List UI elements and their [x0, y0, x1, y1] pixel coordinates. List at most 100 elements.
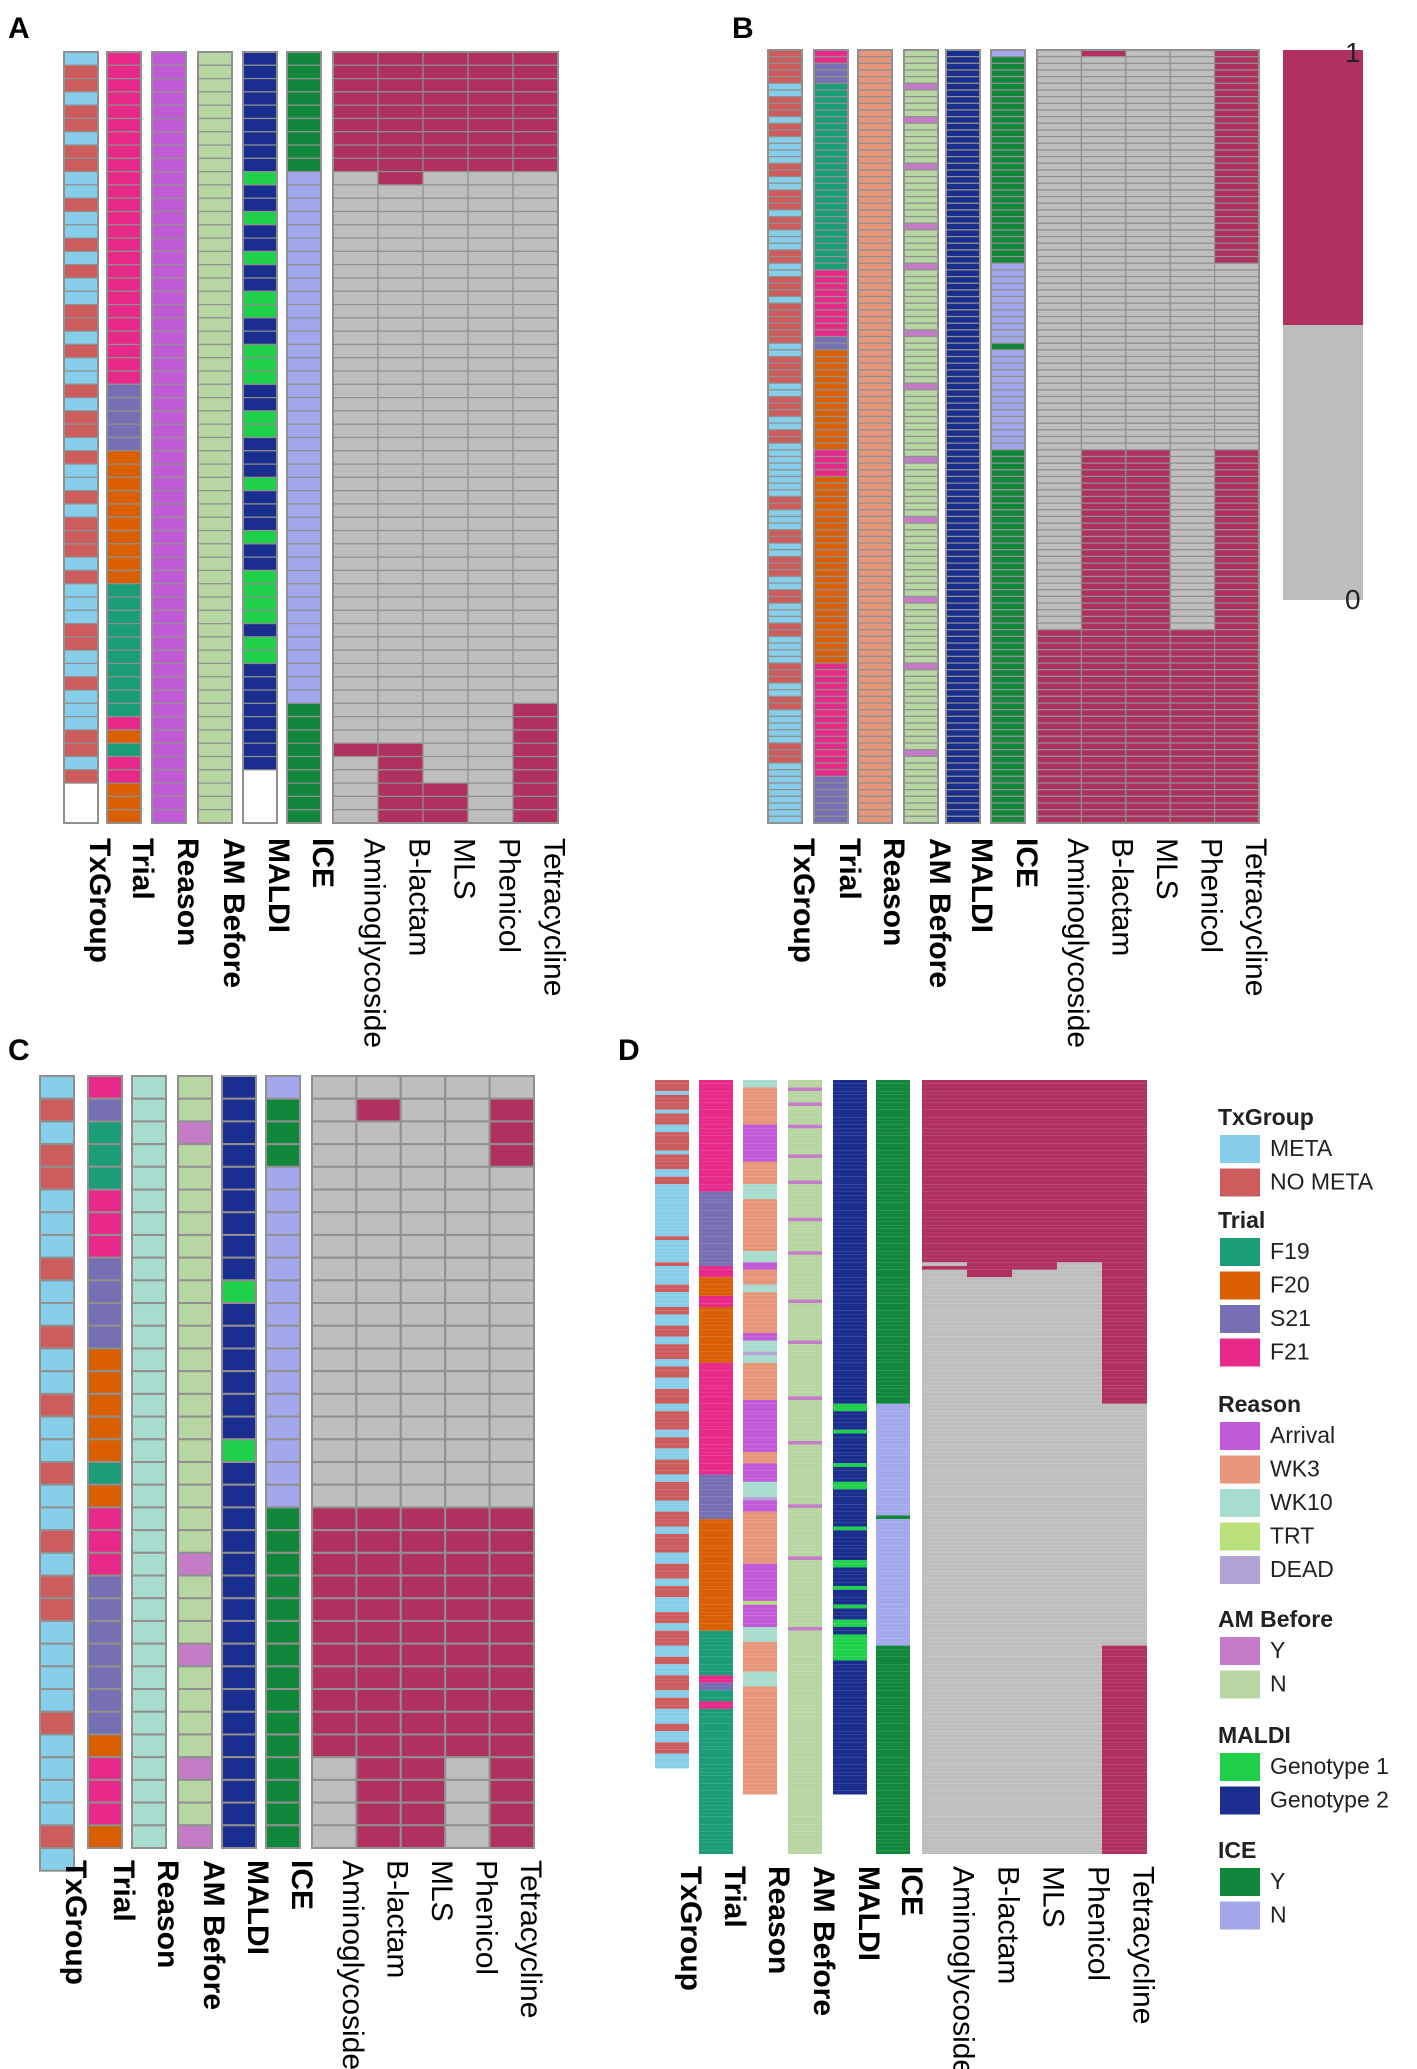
cell-maldi — [833, 1493, 867, 1497]
cell-aminoglycoside — [922, 1478, 967, 1482]
cell-b-lactam — [1080, 615, 1127, 624]
cell-am-before — [903, 662, 939, 671]
cell-mls — [1125, 802, 1171, 811]
cell-phenicol — [444, 1279, 491, 1305]
cell-tetracycline — [1102, 1277, 1147, 1281]
cell-maldi — [242, 516, 278, 532]
cell-reason — [743, 1254, 777, 1259]
cell-mls — [1012, 1816, 1057, 1821]
cell-tetracycline — [1102, 1805, 1147, 1810]
cell-reason — [857, 215, 893, 224]
cell-am-before — [903, 142, 939, 151]
cell-aminoglycoside — [922, 1135, 967, 1140]
cell-txgroup — [767, 302, 803, 311]
heatmap-column-aminoglycoside — [332, 51, 379, 824]
cell-aminoglycoside — [922, 1388, 967, 1393]
cell-mls — [422, 556, 469, 572]
cell-mls — [1125, 269, 1171, 278]
cell-tetracycline — [488, 1392, 536, 1418]
cell-b-lactam — [1080, 582, 1127, 591]
cell-txgroup — [655, 1742, 689, 1747]
cell-ice — [876, 1254, 910, 1259]
cell-mls — [422, 622, 469, 638]
cell-b-lactam — [377, 463, 424, 478]
cell-am-before — [788, 1850, 822, 1854]
cell-trial — [699, 1202, 733, 1207]
cell-txgroup — [63, 529, 99, 545]
cell-b-lactam — [967, 1388, 1012, 1393]
cell-mls — [422, 157, 469, 173]
cell-am-before — [903, 422, 939, 431]
cell-mls — [1012, 1448, 1057, 1453]
cell-tetracycline — [1213, 76, 1260, 84]
cell-tetracycline — [1102, 1444, 1147, 1449]
cell-aminoglycoside — [922, 1474, 967, 1479]
cell-maldi — [833, 1485, 867, 1490]
cell-mls — [1125, 402, 1171, 411]
cell-mls — [1125, 455, 1171, 464]
cell-txgroup — [655, 1522, 689, 1527]
cell-aminoglycoside — [922, 1772, 967, 1776]
cell-maldi — [833, 1135, 867, 1140]
cell-ice — [990, 375, 1026, 384]
cell-reason — [857, 509, 893, 518]
cell-b-lactam — [967, 1098, 1012, 1103]
cell-aminoglycoside — [922, 1106, 967, 1110]
cell-ice — [876, 1548, 910, 1553]
cell-aminoglycoside — [1036, 289, 1083, 298]
cell-aminoglycoside — [922, 1623, 967, 1628]
cell-reason — [743, 1764, 777, 1769]
cell-tetracycline — [1102, 1578, 1147, 1583]
cell-txgroup — [767, 689, 803, 697]
cell-reason — [857, 589, 893, 598]
cell-txgroup — [39, 1710, 75, 1736]
cell-b-lactam — [967, 1284, 1012, 1289]
cell-am-before — [788, 1507, 822, 1512]
cell-reason — [743, 1213, 777, 1218]
cell-tetracycline — [1102, 1314, 1147, 1319]
cell-tetracycline — [512, 436, 559, 452]
cell-reason — [743, 1604, 777, 1609]
cell-trial — [106, 317, 142, 332]
cell-maldi — [945, 96, 981, 104]
cell-trial — [813, 215, 849, 224]
cell-mls — [1012, 1578, 1057, 1583]
cell-ice — [265, 1665, 301, 1691]
cell-mls — [1012, 1459, 1057, 1464]
cell-aminoglycoside — [1036, 82, 1083, 91]
cell-b-lactam — [967, 1738, 1012, 1743]
cell-ice — [265, 1120, 301, 1146]
cell-txgroup — [767, 349, 803, 358]
cell-mls — [1012, 1329, 1057, 1334]
cell-maldi — [833, 1772, 867, 1776]
cell-phenicol — [1169, 369, 1216, 378]
cell-b-lactam — [967, 1392, 1012, 1397]
cell-aminoglycoside — [922, 1597, 967, 1601]
cell-trial — [813, 575, 849, 584]
cell-reason — [857, 169, 893, 178]
cell-txgroup — [655, 1295, 689, 1300]
cell-maldi — [833, 1660, 867, 1665]
cell-aminoglycoside — [311, 1211, 358, 1236]
cell-phenicol — [1057, 1634, 1102, 1639]
cell-trial — [699, 1180, 733, 1185]
cell-maldi — [242, 171, 278, 186]
cell-ice — [876, 1314, 910, 1319]
cell-trial — [813, 322, 849, 331]
cell-am-before — [788, 1087, 822, 1092]
cell-mls — [422, 237, 469, 252]
cell-aminoglycoside — [922, 1574, 967, 1579]
cell-phenicol — [1057, 1541, 1102, 1546]
cell-mls — [1125, 655, 1171, 664]
cell-maldi — [221, 1097, 257, 1123]
annotation-column-trial — [813, 49, 849, 824]
cell-maldi — [221, 1688, 257, 1713]
cell-phenicol — [1057, 1232, 1102, 1237]
cell-maldi — [833, 1083, 867, 1088]
cell-mls — [1012, 1146, 1057, 1151]
cell-aminoglycoside — [922, 1173, 967, 1177]
cell-mls — [422, 410, 469, 425]
cell-phenicol — [467, 383, 514, 399]
cell-txgroup — [655, 1292, 689, 1296]
